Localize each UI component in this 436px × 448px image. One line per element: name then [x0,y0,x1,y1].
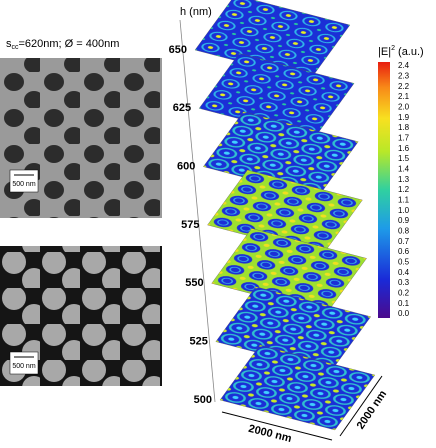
height-label: 500 [194,394,212,406]
colorbar-tick-label: 0.7 [398,237,410,246]
dimension-arrow [339,375,383,437]
height-label: 650 [169,44,187,56]
colorbar-tick-label: 2.2 [398,82,410,91]
sem-image-top [0,58,162,218]
colorbar-tick-label: 2.4 [398,61,410,70]
colorbar-tick-label: 0.8 [398,226,410,235]
colorbar [378,62,390,318]
colorbar-tick-label: 0.1 [398,299,410,308]
colorbar-tick-label: 1.8 [398,123,410,132]
scale-bar-label: 500 nm [12,363,36,370]
colorbar-ticks: 2.42.32.22.12.01.91.81.71.61.51.41.31.21… [398,61,410,318]
height-label: 550 [185,277,203,289]
colorbar-tick-label: 1.4 [398,164,410,173]
colorbar-tick-label: 2.0 [398,102,410,111]
dimension-label: 2000 nm [247,423,293,445]
colorbar-title: |E|2 (a.u.) [378,45,424,58]
colorbar-tick-label: 0.6 [398,247,410,256]
height-label: 625 [173,102,191,114]
colorbar-tick-label: 0.4 [398,268,410,277]
colorbar-tick-label: 1.5 [398,154,410,163]
colorbar-tick-label: 0.0 [398,309,410,318]
field-map-stack: 650 625 600 575 550 525 500 [169,0,376,431]
colorbar-tick-label: 1.0 [398,206,410,215]
colorbar-tick-label: 2.1 [398,92,410,101]
colorbar-tick-label: 1.1 [398,195,410,204]
height-axis-title: h (nm) [180,6,212,18]
height-label: 525 [189,336,207,348]
field-map-plane [219,344,376,431]
colorbar-tick-label: 0.5 [398,257,410,266]
colorbar-tick-label: 0.2 [398,288,410,297]
height-label: 600 [177,161,195,173]
colorbar-tick-label: 0.9 [398,216,410,225]
height-label: 575 [181,219,199,231]
dimension-arrow [221,411,333,441]
colorbar-tick-label: 1.6 [398,144,410,153]
colorbar-tick-label: 1.2 [398,185,410,194]
colorbar-tick-label: 1.7 [398,133,410,142]
colorbar-tick-label: 0.3 [398,278,410,287]
sample-parameters: scc=620nm; Ø = 400nm [6,38,119,51]
colorbar-tick-label: 2.3 [398,71,410,80]
scale-bar-label: 500 nm [12,181,36,188]
colorbar-tick-label: 1.9 [398,113,410,122]
height-axis [179,19,216,403]
colorbar-tick-label: 1.3 [398,175,410,184]
